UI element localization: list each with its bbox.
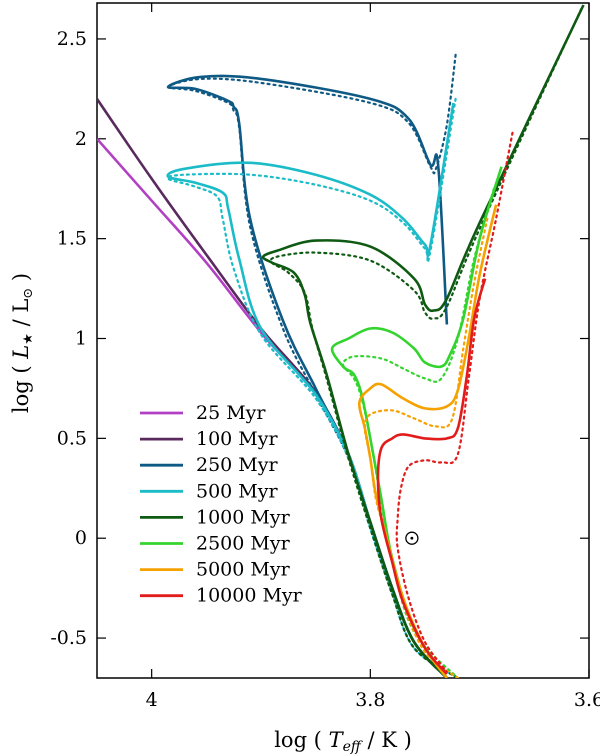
legend-label-5000-myr: 5000 Myr [196, 559, 291, 581]
legend-label-500-myr: 500 Myr [196, 480, 278, 502]
y-tick-label: 1 [75, 328, 87, 350]
legend-label-25-myr: 25 Myr [196, 402, 266, 424]
series-line-5000-myr [358, 204, 498, 678]
legend-label-250-myr: 250 Myr [196, 454, 278, 476]
legend-label-2500-myr: 2500 Myr [196, 533, 291, 555]
legend-label-100-myr: 100 Myr [196, 428, 278, 450]
y-tick-label: 0.5 [57, 427, 87, 449]
series-dotted-10000-myr [395, 131, 514, 674]
x-tick-label: 4 [146, 689, 158, 711]
sun-marker-dot [410, 536, 414, 540]
plot-frame [96, 2, 590, 679]
series-line-1000-myr [261, 4, 585, 678]
y-tick-label: 0 [75, 527, 87, 549]
axis-ticks: 4 3.8 3.6 -0.5 0 0.5 1 1.5 2 2.5 [50, 3, 600, 711]
series-dotted-1000-myr [269, 7, 583, 678]
x-tick-label: 3.6 [574, 689, 600, 711]
series-dotted-5000-myr [363, 217, 489, 678]
y-axis-title: log ( L★ / L⊙ ) [9, 273, 36, 413]
legend-label-1000-myr: 1000 Myr [196, 506, 291, 528]
legend-label-10000-myr: 10000 Myr [196, 585, 303, 607]
legend: 25 Myr 100 Myr 250 Myr 500 Myr 1000 Myr 2500 … [140, 402, 303, 607]
y-tick-label: 2.5 [57, 28, 87, 50]
x-tick-label: 3.8 [355, 689, 385, 711]
series-dotted-500-myr [166, 97, 459, 678]
y-tick-label: 1.5 [57, 228, 87, 250]
sun-marker-ring [405, 531, 419, 545]
series-line-2500-myr [330, 166, 503, 678]
x-axis-title: log ( Teff / K ) [274, 728, 412, 755]
series-layer [97, 4, 585, 678]
sun-symbol [405, 531, 419, 545]
y-tick-label: -0.5 [50, 627, 87, 649]
y-tick-label: 2 [75, 128, 87, 150]
series-line-10000-myr [376, 278, 487, 675]
